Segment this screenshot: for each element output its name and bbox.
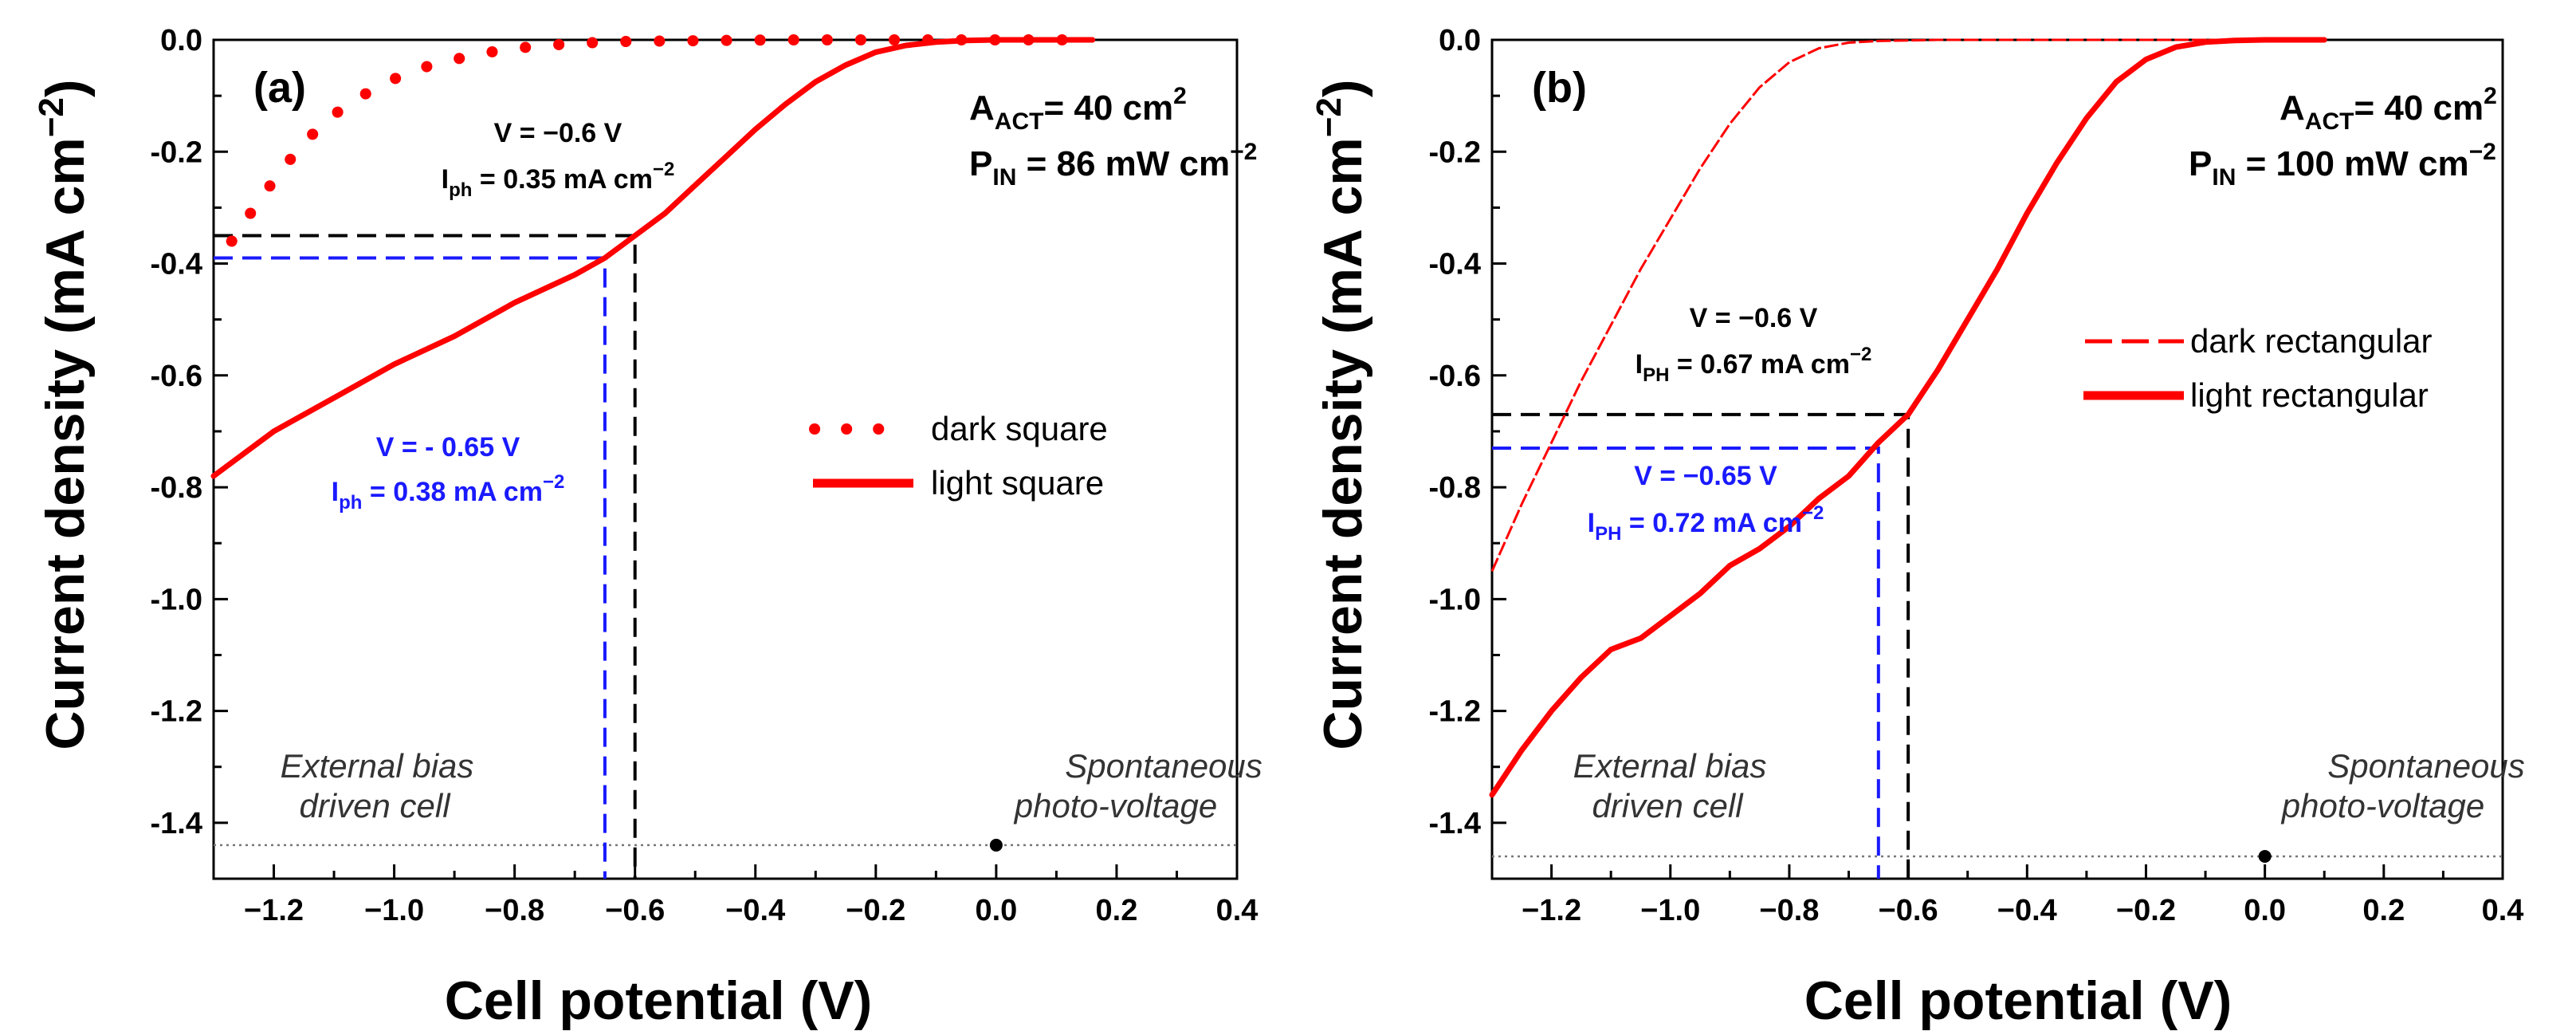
- panel-a-plot-marks: −1.2 −1.0 −0.8 −0.6 −0.4 −0.2 0.0 0.2 0.4 0.0 -0.2…: [151, 24, 1259, 927]
- panel-a-y-tick-label: -1.0: [151, 583, 202, 616]
- panel-b-plot-frame: [1490, 38, 2504, 880]
- panel-a-blue-v-label: V = - 0.65 V: [376, 432, 520, 462]
- panel-b-x-tick-label: −0.6: [1879, 894, 1938, 927]
- panel-b-left-note-1: External bias: [1573, 747, 1767, 785]
- panel-a-x-tick-label: −1.0: [364, 894, 424, 927]
- panel-a-y-tick-label: -0.6: [151, 360, 202, 393]
- panel-a-power-label: PIN = 86 mW cm−2: [969, 139, 1257, 191]
- panel-b-y-tick-label: -0.8: [1429, 471, 1481, 505]
- panel-a-x-tick-label: −0.6: [605, 894, 665, 927]
- panel-b-y-tick-label: -1.4: [1429, 807, 1481, 840]
- panel-b-x-axis-title: Cell potential (V): [1804, 970, 2232, 1031]
- panel-b-area-label: AACT= 40 cm2: [2280, 83, 2497, 135]
- panel-b-black-i-label: IPH = 0.67 mA cm−2: [1636, 344, 1872, 386]
- panel-b-x-tick-label: −1.2: [1522, 894, 1581, 927]
- panel-a-right-note-1: Spontaneous: [1065, 747, 1262, 785]
- panel-a-x-tick-label: 0.2: [1096, 894, 1138, 927]
- panel-b-blue-i-label: IPH = 0.72 mA cm−2: [1588, 502, 1824, 545]
- panel-a-y-axis-title: Current density (mA cm−2): [32, 79, 96, 750]
- panel-b-y-axis-title: Current density (mA cm−2): [1310, 79, 1373, 750]
- panel-a-x-tick-label: −0.8: [485, 894, 544, 927]
- panel-b-y-tick-label: -0.4: [1429, 248, 1481, 281]
- panel-a-y-tick-label: -0.8: [151, 471, 202, 505]
- panel-a: −1.2 −1.0 −0.8 −0.6 −0.4 −0.2 0.0 0.2 0.4 0.0 -0.2…: [32, 24, 1262, 1031]
- panel-a-y-tick-label: -0.2: [151, 136, 202, 169]
- panel-a-label: (a): [253, 64, 306, 112]
- panel-b-legend: dark rectangular light rectangular: [2083, 322, 2433, 414]
- panel-b-series-dark-rectangular-line: [1490, 38, 2325, 572]
- panel-a-y-tick-label: -1.4: [151, 807, 202, 840]
- panel-a-blue-guide: [214, 256, 607, 879]
- panel-b-power-label: PIN = 100 mW cm−2: [2189, 139, 2496, 191]
- panel-b-series-light-rectangular-line: [1489, 37, 2327, 798]
- panel-a-legend-dark-label: dark square: [931, 410, 1108, 447]
- panel-a-x-axis-title: Cell potential (V): [445, 970, 872, 1031]
- panel-b-x-tick-label: −0.2: [2116, 894, 2176, 927]
- panel-a-origin-marker: [989, 838, 1003, 852]
- panel-b-label: (b): [1532, 64, 1587, 112]
- panel-b-y-tick-label: -1.0: [1429, 583, 1481, 616]
- panel-b-blue-guide: [1492, 446, 1880, 879]
- panel-b-x-tick-label: 0.4: [2482, 894, 2524, 927]
- panel-a-series-dark-square-line: [226, 34, 1093, 247]
- panel-b-right-note-2: photo-voltage: [2280, 787, 2485, 824]
- panel-a-x-tick-label: 0.4: [1216, 894, 1259, 927]
- panel-b-plot-marks: −1.2 −1.0 −0.8 −0.6 −0.4 −0.2 0.0 0.2 0.4 0.0 -0.2…: [1429, 24, 2524, 927]
- panel-a-right-note-2: photo-voltage: [1013, 787, 1218, 824]
- panel-a-black-i-label: Iph = 0.35 mA cm−2: [442, 159, 675, 201]
- panel-a-legend: dark square light square: [809, 410, 1108, 502]
- panel-a-x-tick-label: −1.2: [244, 894, 304, 927]
- panel-b-y-tick-label: -1.2: [1429, 695, 1481, 729]
- panel-b-right-note-1: Spontaneous: [2327, 747, 2525, 785]
- panel-b-black-v-label: V = −0.6 V: [1690, 303, 1818, 333]
- panel-a-series-light-square-line: [210, 37, 1096, 479]
- panel-b-x-tick-label: 0.2: [2362, 894, 2405, 927]
- panel-b-origin-marker: [2258, 849, 2272, 863]
- panel-b-blue-v-label: V = −0.65 V: [1634, 461, 1777, 491]
- panel-b-x-tick-label: −1.0: [1640, 894, 1700, 927]
- panel-a-legend-light-label: light square: [931, 464, 1104, 502]
- panel-b-legend-light-label: light rectangular: [2190, 376, 2429, 414]
- panel-b-left-note-2: driven cell: [1592, 787, 1744, 824]
- panel-a-x-tick-label: −0.4: [725, 894, 785, 927]
- panel-b-y-tick-label: -0.2: [1429, 136, 1481, 169]
- panel-a-x-tick-label: 0.0: [975, 894, 1017, 927]
- panel-b-x-tick-label: −0.4: [1997, 894, 2057, 927]
- panel-b: −1.2 −1.0 −0.8 −0.6 −0.4 −0.2 0.0 0.2 0.4 0.0 -0.2…: [1310, 24, 2525, 1031]
- panel-a-blue-i-label: Iph = 0.38 mA cm−2: [332, 471, 565, 514]
- panel-b-x-tick-label: −0.8: [1759, 894, 1819, 927]
- panel-a-y-tick-label: 0.0: [160, 24, 202, 57]
- panel-b-x-tick-label: 0.0: [2244, 894, 2286, 927]
- panel-b-y-tick-label: -0.6: [1429, 360, 1481, 393]
- panel-a-left-note-1: External bias: [281, 747, 474, 785]
- panel-a-y-tick-label: -0.4: [151, 248, 202, 281]
- panel-a-left-note-2: driven cell: [299, 787, 451, 824]
- panel-b-y-tick-label: 0.0: [1439, 24, 1481, 57]
- panel-a-black-v-label: V = −0.6 V: [494, 118, 622, 148]
- panel-a-area-label: AACT= 40 cm2: [969, 83, 1187, 135]
- panel-a-black-guide: [214, 234, 637, 879]
- panel-b-legend-dark-label: dark rectangular: [2190, 322, 2433, 360]
- panel-a-x-tick-label: −0.2: [846, 894, 905, 927]
- panel-a-y-tick-label: -1.2: [151, 695, 202, 729]
